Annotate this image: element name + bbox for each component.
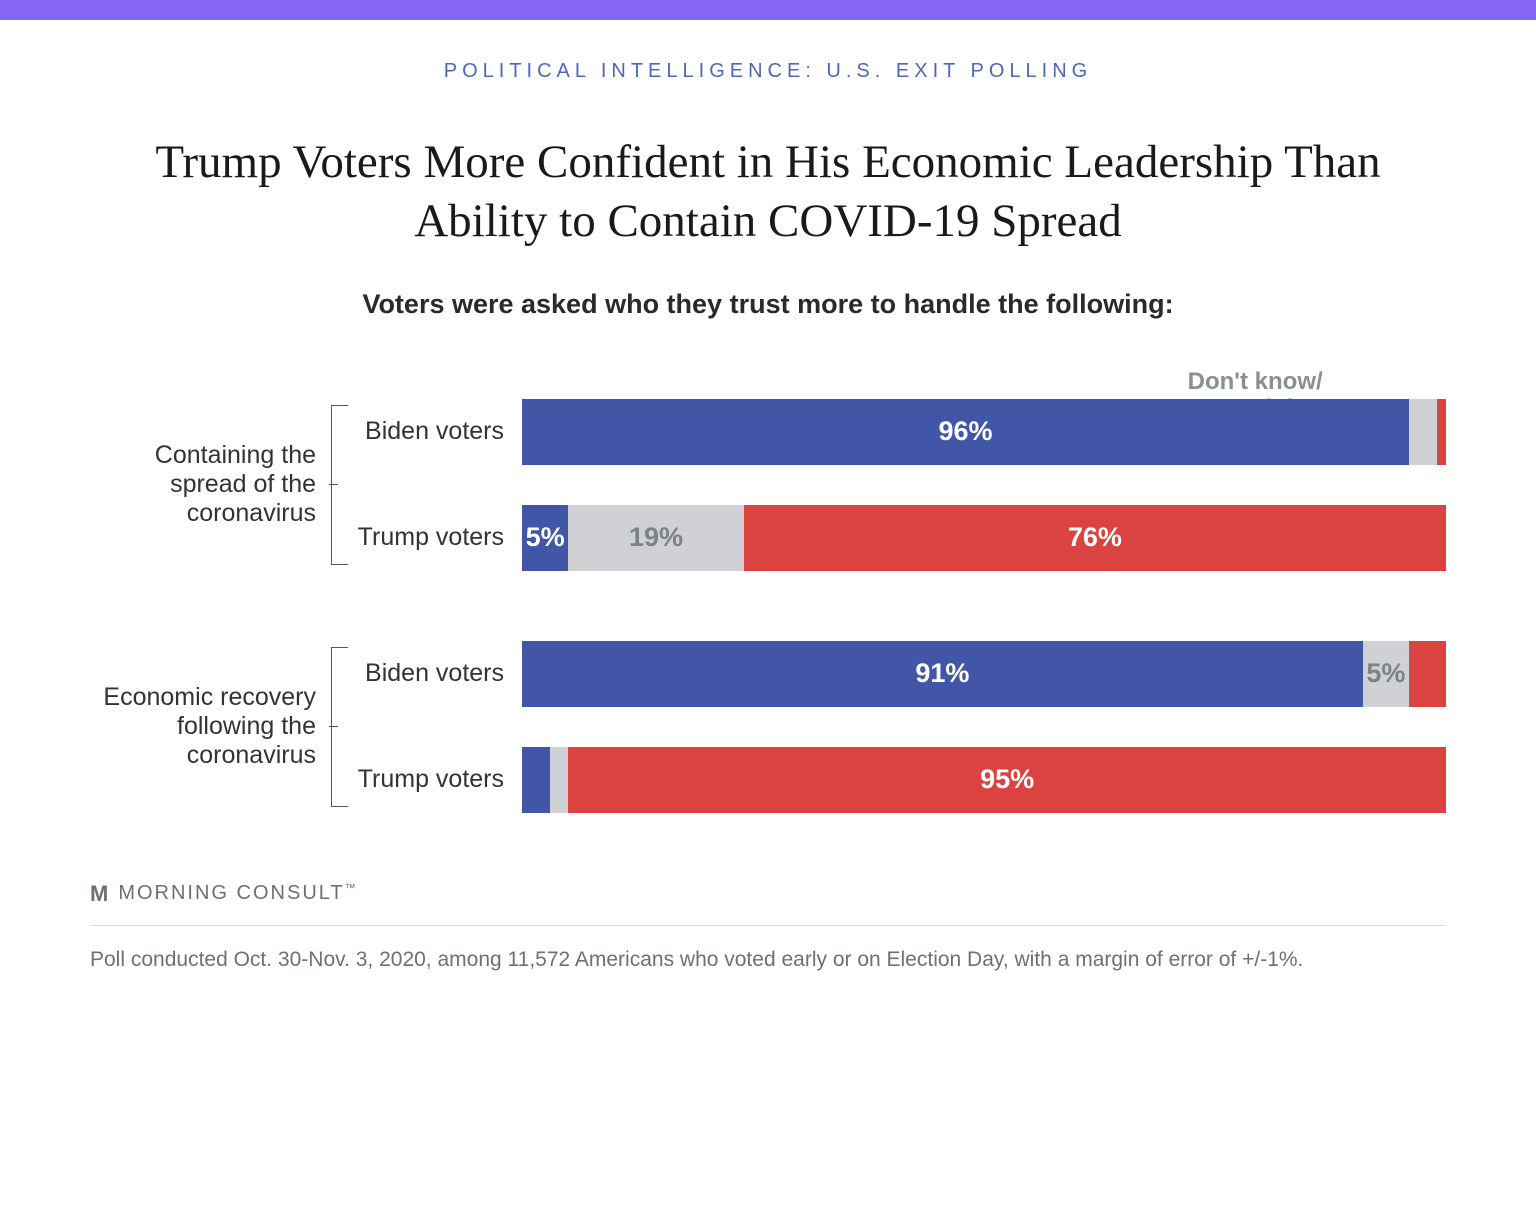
brand-name-text: MORNING CONSULT: [118, 882, 344, 904]
bracket-icon: [330, 633, 348, 821]
divider: [90, 925, 1446, 926]
chart-group: Economic recovery following the coronavi…: [90, 633, 1446, 821]
bar-segment-trump: [1409, 641, 1446, 707]
top-accent-bar: [0, 0, 1536, 20]
brand-name: MORNING CONSULT™: [118, 882, 357, 905]
chart-row: Trump voters5%19%76%: [348, 505, 1446, 571]
bar-segment-trump: 76%: [744, 505, 1446, 571]
chart-row: Biden voters91%5%: [348, 641, 1446, 707]
footnote: Poll conducted Oct. 30-Nov. 3, 2020, amo…: [90, 948, 1446, 972]
headline: Trump Voters More Confident in His Econo…: [138, 133, 1398, 251]
rows-wrap: Biden voters96% Trump voters5%19%76%: [348, 391, 1446, 579]
rows-wrap: Biden voters91%5% Trump voters 95%: [348, 633, 1446, 821]
bar-segment-trump: [1437, 399, 1446, 465]
row-label: Trump voters: [348, 765, 522, 794]
chart-row: Biden voters96%: [348, 399, 1446, 465]
bar-segment-trump: 95%: [568, 747, 1446, 813]
bar-segment-noopinion: 5%: [1363, 641, 1409, 707]
row-label: Biden voters: [348, 659, 522, 688]
bar-segment-biden: 5%: [522, 505, 568, 571]
bar-segment-biden: 91%: [522, 641, 1363, 707]
chart-area: Containing the spread of the coronavirus…: [90, 391, 1446, 821]
row-label: Trump voters: [348, 523, 522, 552]
content-wrap: POLITICAL INTELLIGENCE: U.S. EXIT POLLIN…: [0, 20, 1536, 992]
eyebrow-text: POLITICAL INTELLIGENCE: U.S. EXIT POLLIN…: [90, 60, 1446, 83]
chart-row: Trump voters 95%: [348, 747, 1446, 813]
bracket-icon: [330, 391, 348, 579]
brand-mark-icon: M: [90, 881, 108, 907]
bar-segment-noopinion: [550, 747, 568, 813]
group-label: Containing the spread of the coronavirus: [90, 391, 330, 579]
stacked-bar: 96%: [522, 399, 1446, 465]
bar-segment-biden: 96%: [522, 399, 1409, 465]
chart-group: Containing the spread of the coronavirus…: [90, 391, 1446, 579]
brand-row: M MORNING CONSULT™: [90, 881, 1446, 907]
stacked-bar: 5%19%76%: [522, 505, 1446, 571]
stacked-bar: 95%: [522, 747, 1446, 813]
row-label: Biden voters: [348, 417, 522, 446]
brand-tm: ™: [345, 883, 358, 895]
stacked-bar: 91%5%: [522, 641, 1446, 707]
bar-segment-biden: [522, 747, 550, 813]
subheadline: Voters were asked who they trust more to…: [90, 289, 1446, 320]
bar-segment-noopinion: 19%: [568, 505, 744, 571]
bar-segment-noopinion: [1409, 399, 1437, 465]
group-label: Economic recovery following the coronavi…: [90, 633, 330, 821]
